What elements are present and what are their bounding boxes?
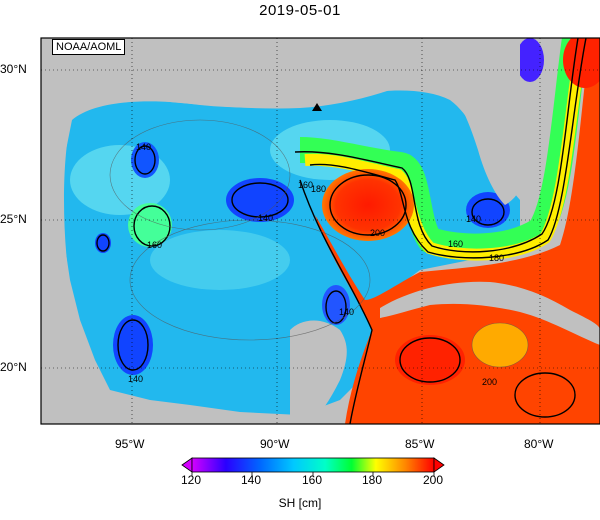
contour-label: 140: [466, 214, 481, 224]
cuba: [380, 281, 600, 345]
lat-label: 25°N: [0, 212, 27, 226]
contour-label: 160: [298, 180, 313, 190]
contour-label-group: 140 140 140 140 140 160 160 160 180 180 …: [128, 142, 504, 387]
loop-current-eddy: [322, 169, 414, 241]
green-eddy: [128, 203, 172, 247]
florida: [450, 38, 523, 205]
map-frame: [40, 37, 600, 425]
colorbar-tick-label: 160: [302, 473, 323, 487]
blue-low: [466, 192, 510, 228]
mexico-coast: [41, 38, 120, 424]
contour-label: 160: [147, 240, 162, 250]
contour-label: 180: [489, 253, 504, 263]
contours: [96, 38, 587, 424]
lon-label: 85°W: [405, 437, 435, 451]
caribbean-warm: [315, 38, 600, 424]
colorbar: [191, 457, 435, 473]
warm-core: [472, 323, 528, 367]
colorbar-high-arrow: [433, 457, 445, 473]
lat-label: 30°N: [0, 62, 27, 76]
map-title: 2019-05-01: [259, 2, 341, 19]
gridlines: [41, 38, 600, 424]
colorbar-tick-label: 200: [423, 473, 444, 487]
blue-low: [113, 315, 153, 375]
contour-label: 140: [258, 213, 273, 223]
colorbar-low-arrow: [181, 457, 193, 473]
contour-label: 140: [339, 307, 354, 317]
contour-label: 160: [448, 239, 463, 249]
us-coast: [41, 38, 450, 118]
contour-label: 140: [136, 142, 151, 152]
triangle-marker: [312, 103, 322, 111]
contour-label: 200: [370, 228, 385, 238]
cyan-patch: [150, 230, 290, 290]
colorbar-tick-label: 180: [362, 473, 383, 487]
contour-label: 140: [128, 374, 143, 384]
lon-label: 90°W: [260, 437, 290, 451]
blue-low: [516, 38, 544, 82]
colorbar-title: SH [cm]: [278, 496, 322, 510]
warm-core: [395, 335, 465, 385]
colorbar-tick-label: 140: [241, 473, 262, 487]
colorbar-tick-label: 120: [181, 473, 202, 487]
lon-label: 95°W: [115, 437, 145, 451]
credit-label: NOAA/AOML: [52, 39, 126, 55]
lat-label: 20°N: [0, 360, 27, 374]
lon-label: 80°W: [524, 437, 554, 451]
contour-label: 180: [311, 184, 326, 194]
contour-label: 200: [482, 377, 497, 387]
yucatan: [290, 320, 347, 424]
